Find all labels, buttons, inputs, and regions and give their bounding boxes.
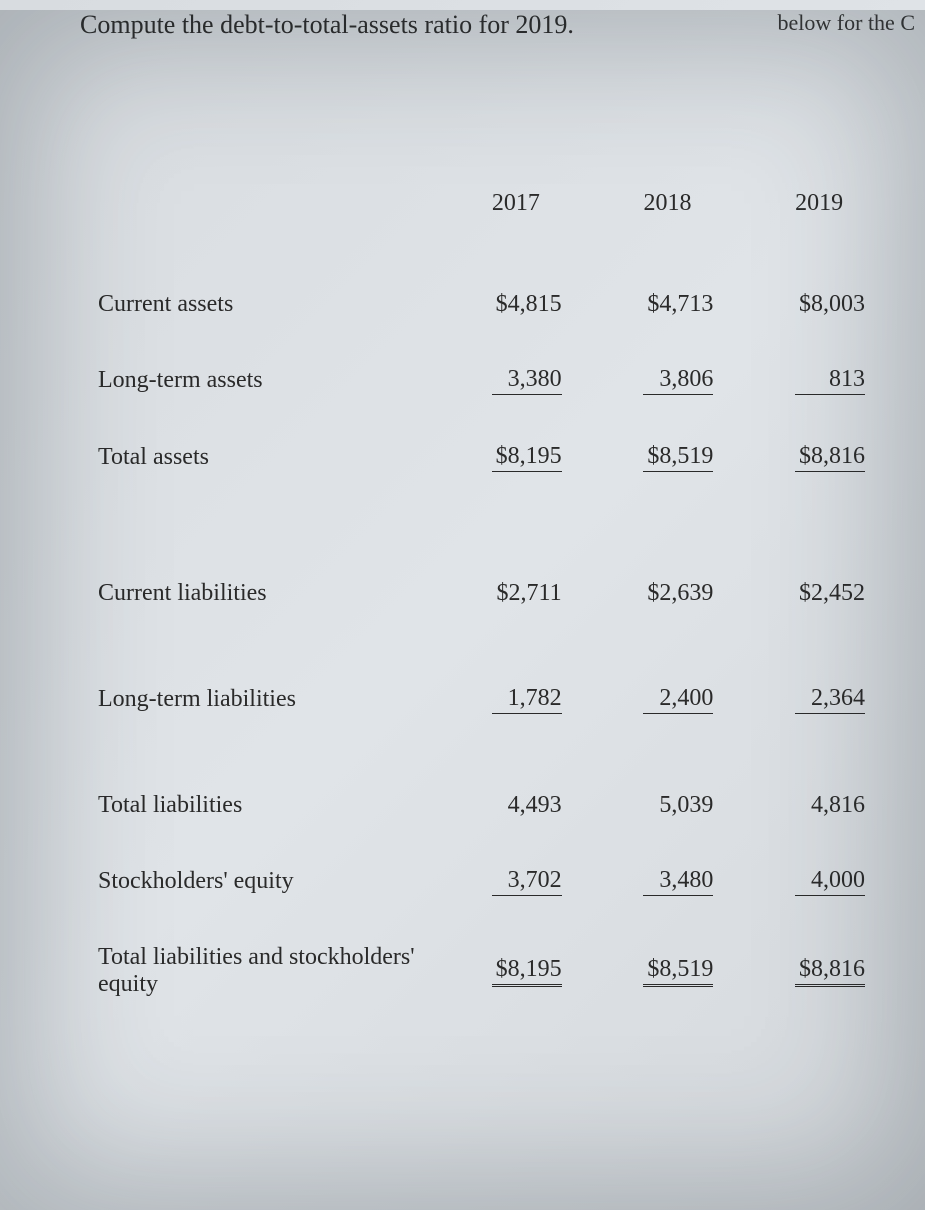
cell-value: 3,806 <box>592 342 744 419</box>
table-row <box>80 738 895 768</box>
table-row <box>80 631 895 661</box>
table-row: Long-term assets3,3803,806813 <box>80 342 895 419</box>
table-row: Long-term liabilities1,7822,4002,364 <box>80 661 895 738</box>
table-header-row: 2017 2018 2019 <box>80 180 895 267</box>
row-label: Total assets <box>80 419 440 496</box>
row-label: Stockholders' equity <box>80 843 440 920</box>
cell-value: $2,639 <box>592 556 744 631</box>
col-header-blank <box>80 180 440 267</box>
cell-value: 813 <box>743 342 895 419</box>
cell-value: 4,000 <box>743 843 895 920</box>
cell-value: $8,003 <box>743 267 895 342</box>
row-label: Long-term liabilities <box>80 661 440 738</box>
col-header-2019: 2019 <box>743 180 895 267</box>
row-label: Current assets <box>80 267 440 342</box>
cell-value: 3,702 <box>440 843 592 920</box>
table-row: Total assets$8,195$8,519$8,816 <box>80 419 895 496</box>
header-partial-text: below for the C <box>778 10 915 36</box>
row-label: Total liabilities <box>80 768 440 843</box>
cell-value: $4,713 <box>592 267 744 342</box>
table-row: Current liabilities$2,711$2,639$2,452 <box>80 556 895 631</box>
row-label: Total liabilities and stockholders' equi… <box>80 920 440 1022</box>
col-header-2017: 2017 <box>440 180 592 267</box>
cell-value: $8,195 <box>440 920 592 1022</box>
cell-value: 4,493 <box>440 768 592 843</box>
cell-value: 2,364 <box>743 661 895 738</box>
cell-value: $8,519 <box>592 419 744 496</box>
row-label: Long-term assets <box>80 342 440 419</box>
cell-value: 3,380 <box>440 342 592 419</box>
cell-value: 5,039 <box>592 768 744 843</box>
table-row: Current assets$4,815$4,713$8,003 <box>80 267 895 342</box>
question-text: Compute the debt-to-total-assets ratio f… <box>80 10 895 40</box>
cell-value: $4,815 <box>440 267 592 342</box>
financial-table: 2017 2018 2019 Current assets$4,815$4,71… <box>80 180 895 1022</box>
cell-value: $2,452 <box>743 556 895 631</box>
col-header-2018: 2018 <box>592 180 744 267</box>
cell-value: 2,400 <box>592 661 744 738</box>
table-row: Total liabilities and stockholders' equi… <box>80 920 895 1022</box>
row-label: Current liabilities <box>80 556 440 631</box>
cell-value: $8,816 <box>743 419 895 496</box>
cell-value: $8,816 <box>743 920 895 1022</box>
cell-value: $8,519 <box>592 920 744 1022</box>
table-row: Total liabilities4,4935,0394,816 <box>80 768 895 843</box>
cell-value: $2,711 <box>440 556 592 631</box>
table-row: Stockholders' equity3,7023,4804,000 <box>80 843 895 920</box>
cell-value: 3,480 <box>592 843 744 920</box>
cell-value: 1,782 <box>440 661 592 738</box>
cell-value: 4,816 <box>743 768 895 843</box>
cell-value: $8,195 <box>440 419 592 496</box>
table-row <box>80 496 895 556</box>
